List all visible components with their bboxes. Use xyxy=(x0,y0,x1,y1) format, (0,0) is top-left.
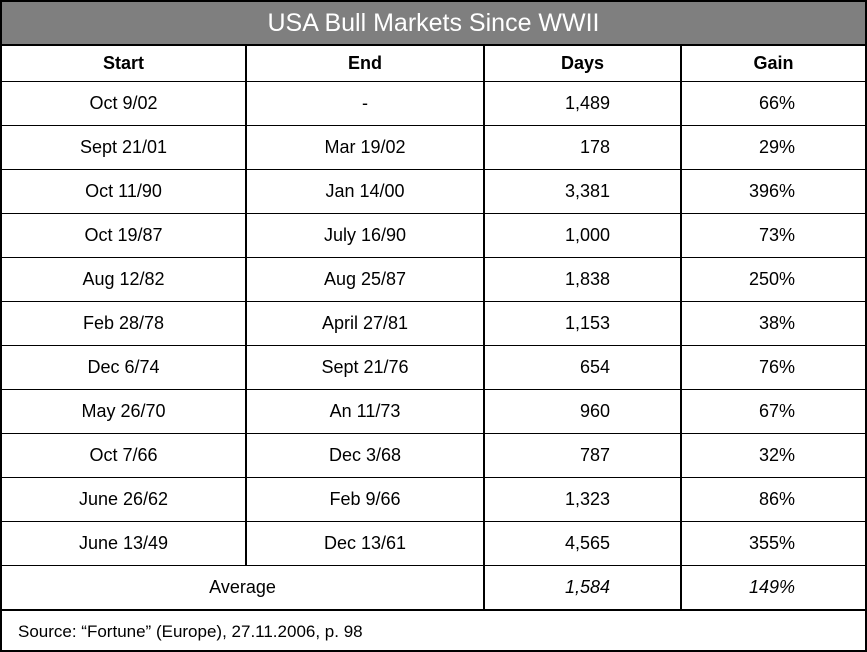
average-row: Average 1,584 149% xyxy=(2,565,865,610)
days-cell: 787 xyxy=(484,433,682,478)
gain-cell: 29% xyxy=(681,125,865,170)
start-cell: Dec 6/74 xyxy=(2,345,247,390)
days-cell: 1,489 xyxy=(484,81,682,126)
average-label: Average xyxy=(2,565,485,610)
gain-cell: 76% xyxy=(681,345,865,390)
table-row: Aug 12/82 Aug 25/87 1,838 250% xyxy=(2,257,865,302)
end-cell: Dec 13/61 xyxy=(246,521,485,566)
end-cell: Mar 19/02 xyxy=(246,125,485,170)
start-cell: Feb 28/78 xyxy=(2,301,247,346)
start-cell: May 26/70 xyxy=(2,389,247,434)
table-row: June 26/62 Feb 9/66 1,323 86% xyxy=(2,477,865,522)
bull-markets-table: Start End Days Gain Oct 9/02-1,489 66% Sep… xyxy=(2,46,865,610)
end-cell: Aug 25/87 xyxy=(246,257,485,302)
days-cell: 1,153 xyxy=(484,301,682,346)
gain-cell: 355% xyxy=(681,521,865,566)
start-cell: Oct 9/02 xyxy=(2,81,247,126)
gain-cell: 250% xyxy=(681,257,865,302)
table-row: Oct 7/66 Dec 3/68 787 32% xyxy=(2,433,865,478)
column-header-start: Start xyxy=(2,46,247,82)
end-cell: An 11/73 xyxy=(246,389,485,434)
start-cell: Oct 7/66 xyxy=(2,433,247,478)
days-cell: 3,381 xyxy=(484,169,682,214)
days-cell: 178 xyxy=(484,125,682,170)
table-row: Dec 6/74 Sept 21/76 654 76% xyxy=(2,345,865,390)
table-title: USA Bull Markets Since WWII xyxy=(2,2,865,46)
start-cell: Oct 19/87 xyxy=(2,213,247,258)
start-cell: Sept 21/01 xyxy=(2,125,247,170)
table-row: Oct 19/87 July 16/90 1,000 73% xyxy=(2,213,865,258)
days-cell: 1,000 xyxy=(484,213,682,258)
days-cell: 1,323 xyxy=(484,477,682,522)
table-row: Feb 28/78 April 27/81 1,153 38% xyxy=(2,301,865,346)
days-cell: 960 xyxy=(484,389,682,434)
table-row: Sept 21/01 Mar 19/02 178 29% xyxy=(2,125,865,170)
end-cell: Jan 14/00 xyxy=(246,169,485,214)
start-cell: Aug 12/82 xyxy=(2,257,247,302)
days-cell: 654 xyxy=(484,345,682,390)
start-cell: June 13/49 xyxy=(2,521,247,566)
table-row: Oct 11/90 Jan 14/00 3,381 396% xyxy=(2,169,865,214)
gain-cell: 396% xyxy=(681,169,865,214)
end-cell: Dec 3/68 xyxy=(246,433,485,478)
end-cell: Feb 9/66 xyxy=(246,477,485,522)
gain-cell: 67% xyxy=(681,389,865,434)
header-row: Start End Days Gain xyxy=(2,46,865,82)
start-cell: Oct 11/90 xyxy=(2,169,247,214)
gain-cell: 32% xyxy=(681,433,865,478)
gain-cell: 86% xyxy=(681,477,865,522)
table-row: Oct 9/02-1,489 66% xyxy=(2,81,865,126)
end-cell: Sept 21/76 xyxy=(246,345,485,390)
table-row: June 13/49 Dec 13/61 4,565 355% xyxy=(2,521,865,566)
column-header-days: Days xyxy=(484,46,682,82)
gain-cell: 66% xyxy=(681,81,865,126)
gain-cell: 73% xyxy=(681,213,865,258)
days-cell: 4,565 xyxy=(484,521,682,566)
end-cell: April 27/81 xyxy=(246,301,485,346)
average-gain: 149% xyxy=(681,565,865,610)
end-cell: - xyxy=(246,81,485,126)
gain-cell: 38% xyxy=(681,301,865,346)
average-days: 1,584 xyxy=(484,565,682,610)
column-header-gain: Gain xyxy=(681,46,865,82)
column-header-end: End xyxy=(246,46,485,82)
source-note: Source: “Fortune” (Europe), 27.11.2006, … xyxy=(2,610,865,652)
table-row: May 26/70 An 11/73 960 67% xyxy=(2,389,865,434)
days-cell: 1,838 xyxy=(484,257,682,302)
start-cell: June 26/62 xyxy=(2,477,247,522)
end-cell: July 16/90 xyxy=(246,213,485,258)
